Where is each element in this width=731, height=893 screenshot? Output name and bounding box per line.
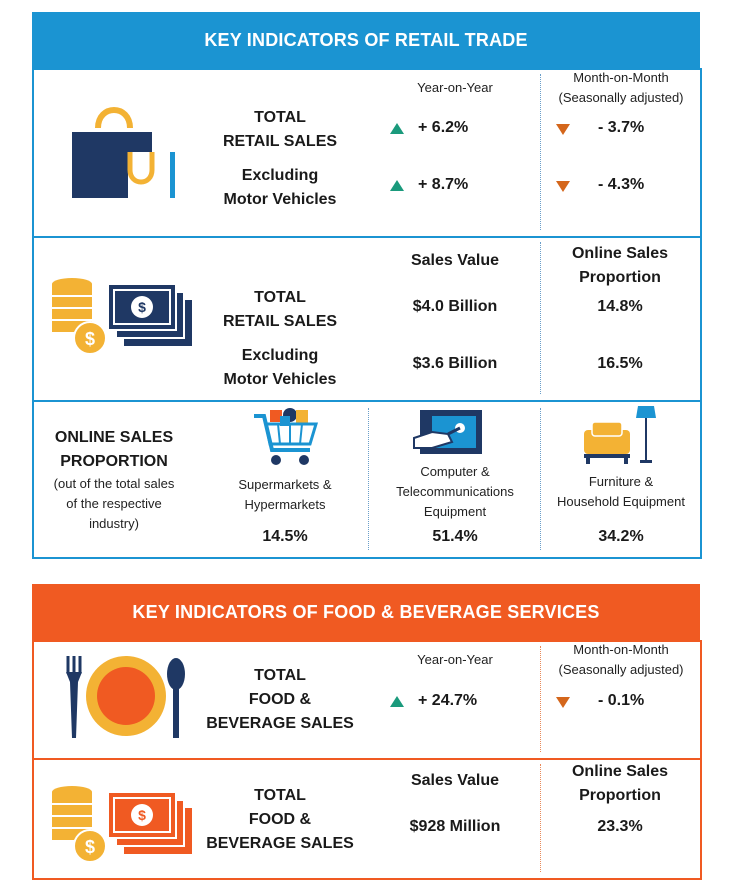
label-line: Motor Vehicles [223, 371, 337, 388]
excl-online-proportion: 16.5% [597, 355, 643, 372]
yoy-label: Year-on-Year [417, 80, 493, 95]
label-line: BEVERAGE SALES [206, 715, 354, 732]
cat2-value: 51.4% [432, 528, 478, 545]
label-line: TOTAL [254, 667, 306, 684]
label-line: Household Equipment [557, 494, 685, 509]
label-line: ONLINE SALES [54, 429, 174, 446]
fnb-sales-value: $928 Million [409, 818, 501, 835]
label-line: Furniture & [588, 474, 654, 489]
retail-total-label: TOTAL RETAIL SALES [200, 106, 360, 154]
online-sales-label: Online Sales Proportion [545, 760, 695, 808]
excl-sales-value: $3.6 Billion [412, 355, 498, 372]
label-line: RETAIL SALES [222, 313, 338, 330]
label-line: Supermarkets & [238, 477, 332, 492]
label-line: BEVERAGE SALES [206, 835, 354, 852]
total-sales-value: $4.0 Billion [412, 298, 498, 315]
svg-text:$: $ [138, 807, 146, 823]
osp-title: ONLINE SALES PROPORTION (out of the tota… [34, 426, 194, 534]
label-line: Excluding [241, 347, 319, 364]
fnb-sales-value-panel [32, 758, 702, 880]
label-line: Excluding [241, 167, 319, 184]
note-line: industry) [89, 516, 139, 531]
mom-label: Month-on-Month (Seasonally adjusted) [542, 68, 700, 108]
label-line: Telecommunications [396, 484, 514, 499]
cat1-label: Supermarkets & Hypermarkets [208, 475, 362, 515]
label-line: Online Sales [571, 763, 669, 780]
fnb-mom-value: - 0.1% [598, 692, 645, 709]
divider [540, 74, 541, 230]
divider [368, 408, 369, 550]
up-arrow-icon [390, 180, 404, 191]
fnb-header-title: KEY INDICATORS OF FOOD & BEVERAGE SERVIC… [132, 601, 600, 622]
label-line: FOOD & [248, 691, 312, 708]
label-line: Equipment [423, 504, 487, 519]
retail-excl-label: Excluding Motor Vehicles [200, 344, 360, 392]
mom-label: Month-on-Month (Seasonally adjusted) [542, 640, 700, 680]
note-line: (out of the total sales [53, 476, 175, 491]
divider [540, 764, 541, 872]
mom-title: Month-on-Month [573, 642, 669, 657]
cash-coins-icon: $ $ [52, 786, 192, 863]
tablet-touch-icon [413, 410, 482, 454]
excl-mom-value: - 4.3% [598, 176, 645, 193]
note-line: of the respective [66, 496, 162, 511]
up-arrow-icon [390, 123, 404, 134]
up-arrow-icon [390, 696, 404, 707]
label-line: Hypermarkets [244, 497, 326, 512]
fnb-header: KEY INDICATORS OF FOOD & BEVERAGE SERVIC… [32, 584, 700, 640]
online-sales-label: Online Sales Proportion [545, 242, 695, 290]
shopping-bag-icon [72, 107, 175, 198]
label-line: RETAIL SALES [222, 133, 338, 150]
label-line: TOTAL [254, 109, 306, 126]
mom-subtitle: (Seasonally adjusted) [558, 662, 684, 677]
label-line: Motor Vehicles [223, 191, 337, 208]
retail-header: KEY INDICATORS OF RETAIL TRADE [32, 12, 700, 68]
cat3-label: Furniture & Household Equipment [542, 472, 700, 512]
divider [540, 646, 541, 752]
down-arrow-icon [556, 124, 570, 135]
mom-subtitle: (Seasonally adjusted) [558, 90, 684, 105]
divider [540, 242, 541, 394]
label-line: FOOD & [248, 811, 312, 828]
cat1-value: 14.5% [262, 528, 308, 545]
cat3-value: 34.2% [598, 528, 644, 545]
label-line: Proportion [579, 787, 661, 804]
svg-text:$: $ [85, 329, 95, 349]
online-proportion-panel [32, 400, 702, 559]
svg-text:$: $ [138, 299, 146, 315]
down-arrow-icon [556, 181, 570, 192]
retail-excl-label: Excluding Motor Vehicles [200, 164, 360, 212]
fnb-total-label: TOTAL FOOD & BEVERAGE SALES [200, 784, 360, 856]
svg-text:$: $ [85, 837, 95, 857]
shopping-cart-icon [254, 408, 319, 465]
total-mom-value: - 3.7% [598, 119, 645, 136]
mom-title: Month-on-Month [573, 70, 669, 85]
label-line: PROPORTION [60, 453, 168, 470]
label-line: Proportion [579, 269, 661, 286]
sofa-lamp-icon [584, 406, 656, 464]
sales-value-label: Sales Value [410, 252, 500, 269]
plate-fork-spoon-icon [66, 656, 185, 738]
sales-value-label: Sales Value [410, 772, 500, 789]
label-line: Computer & [420, 464, 490, 479]
fnb-yoy-value: + 24.7% [418, 692, 478, 709]
retail-header-title: KEY INDICATORS OF RETAIL TRADE [204, 29, 528, 50]
cat2-label: Computer & Telecommunications Equipment [372, 462, 538, 522]
excl-yoy-value: + 8.7% [418, 176, 469, 193]
divider [540, 408, 541, 550]
label-line: TOTAL [254, 787, 306, 804]
fnb-total-label: TOTAL FOOD & BEVERAGE SALES [200, 664, 360, 736]
down-arrow-icon [556, 697, 570, 708]
fnb-online-proportion: 23.3% [597, 818, 643, 835]
yoy-label: Year-on-Year [417, 652, 493, 667]
total-yoy-value: + 6.2% [418, 119, 469, 136]
label-line: Online Sales [571, 245, 669, 262]
retail-total-label: TOTAL RETAIL SALES [200, 286, 360, 334]
label-line: TOTAL [254, 289, 306, 306]
cash-coins-icon: $ $ [52, 278, 192, 355]
total-online-proportion: 14.8% [597, 298, 643, 315]
